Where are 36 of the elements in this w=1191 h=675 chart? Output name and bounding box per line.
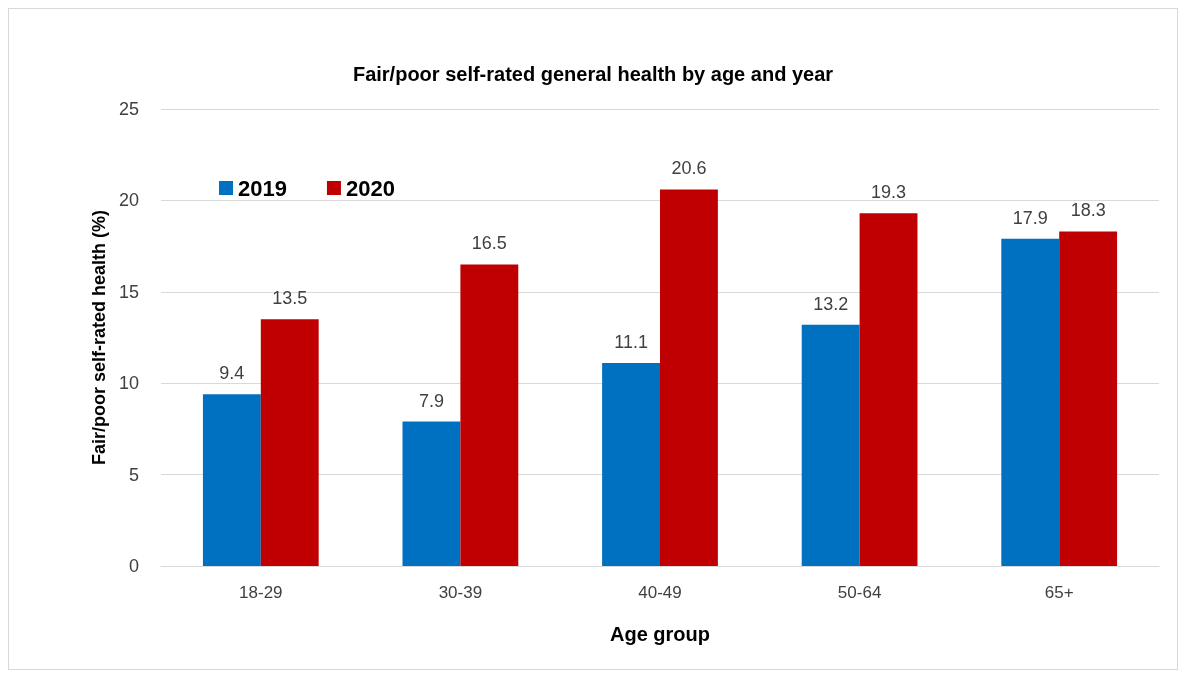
bar [602, 363, 660, 566]
x-tick-label: 50-64 [837, 583, 882, 602]
data-label: 20.6 [671, 158, 707, 179]
bar [801, 324, 860, 566]
y-tick-label: 5 [128, 464, 139, 485]
chart-title: Fair/poor self-rated general health by age and year [352, 63, 834, 85]
y-tick-label: 20 [118, 190, 139, 211]
data-label: 18.3 [1070, 200, 1106, 221]
data-label: 16.5 [471, 233, 507, 254]
x-tick-label: 40-49 [638, 583, 682, 602]
data-label: 17.9 [1012, 207, 1048, 228]
data-label: 9.4 [219, 363, 245, 384]
bar [859, 213, 918, 566]
x-tick-label: 30-39 [438, 583, 483, 602]
y-tick-label: 15 [118, 281, 139, 302]
bar [402, 421, 461, 566]
x-axis-title: Age group [610, 623, 710, 645]
x-tick-label: 18-29 [239, 583, 283, 602]
y-tick-label: 25 [118, 99, 139, 119]
bar [460, 264, 519, 566]
y-tick-label: 0 [128, 556, 139, 576]
bar [1059, 231, 1118, 566]
data-label: 13.5 [272, 288, 308, 309]
data-label: 19.3 [871, 182, 907, 203]
data-label: 11.1 [614, 332, 648, 353]
bar [1001, 238, 1060, 566]
bar [660, 189, 718, 566]
x-tick-label: 65+ [1044, 583, 1074, 602]
bar [202, 394, 261, 566]
data-label: 13.2 [813, 293, 849, 314]
y-tick-label: 10 [118, 373, 139, 394]
bar [260, 319, 319, 566]
y-axis-title: Fair/poor self-rated health (%) [89, 209, 110, 466]
legend-label: 2020 [345, 175, 395, 201]
data-label: 7.9 [418, 390, 444, 411]
legend-label: 2019 [238, 175, 287, 201]
